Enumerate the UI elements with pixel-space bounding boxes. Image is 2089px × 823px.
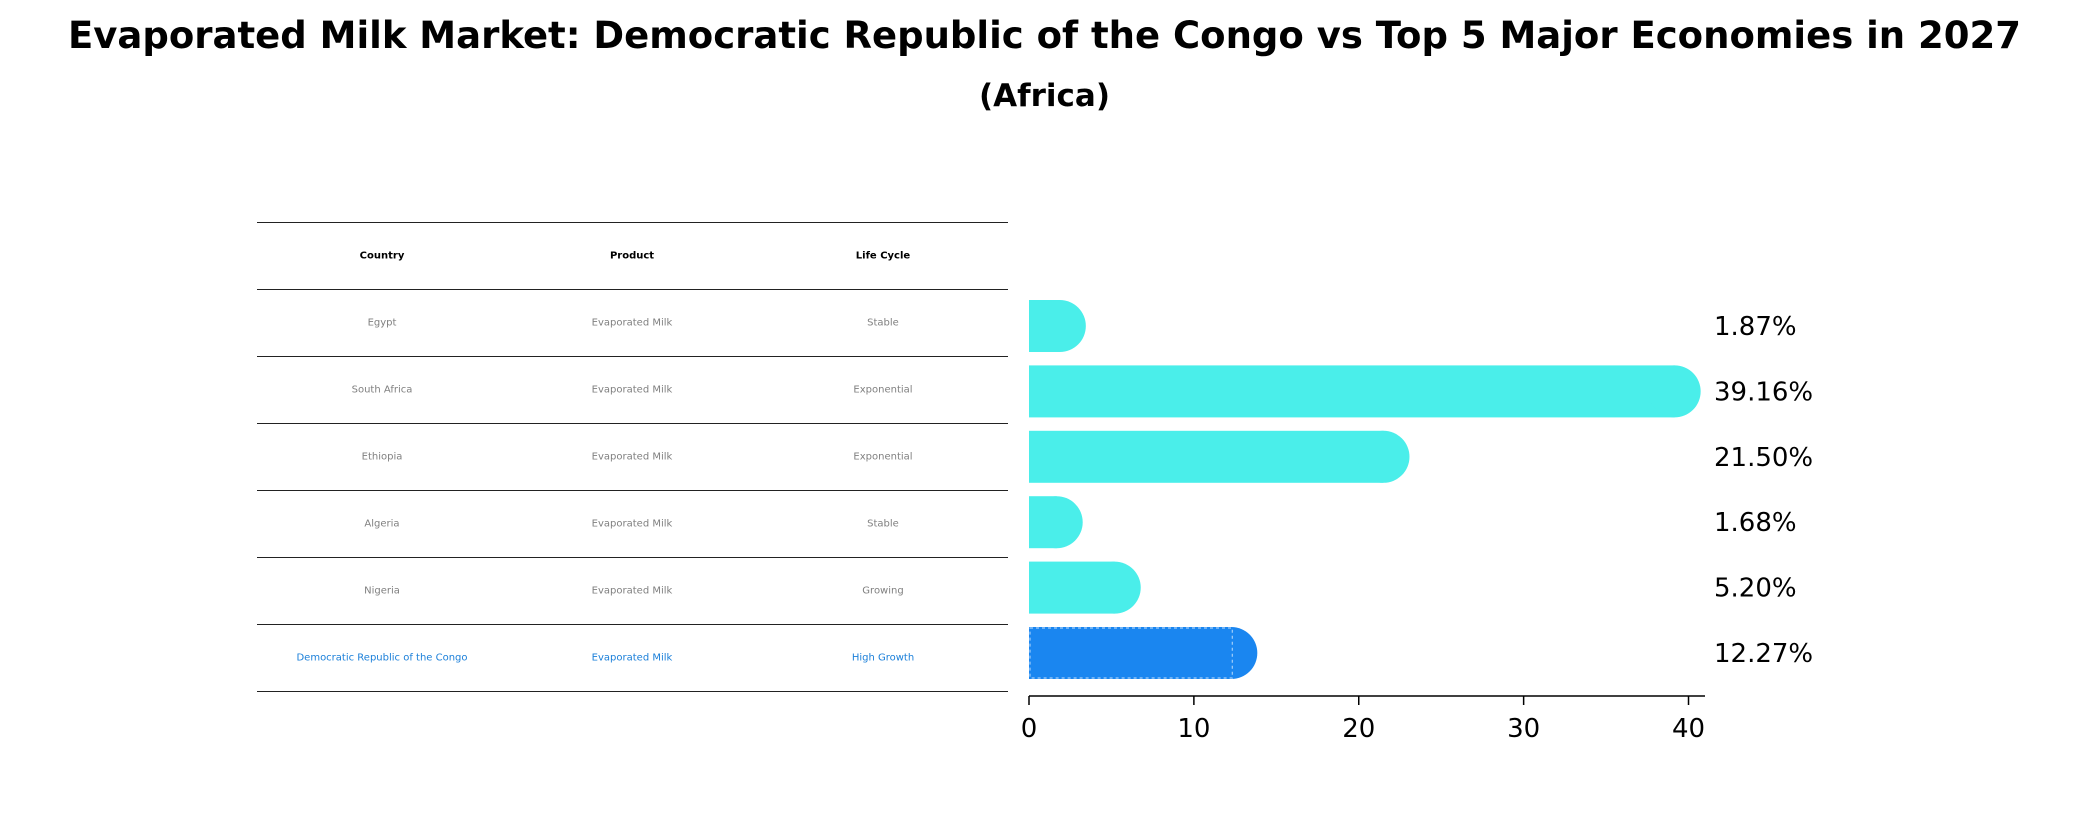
- table-cell: High Growth: [851, 652, 915, 663]
- table-rule: [257, 289, 1008, 290]
- bar-value-label: 5.20%: [1714, 574, 1797, 604]
- x-tick-label: 10: [1177, 714, 1210, 744]
- table-cell: Exponential: [853, 384, 913, 395]
- bar-value-label: 12.27%: [1714, 639, 1813, 669]
- bar-value-label: 1.87%: [1714, 312, 1797, 342]
- table-cell: Evaporated Milk: [591, 451, 673, 462]
- bar-value-label: 39.16%: [1714, 377, 1813, 407]
- table-rule: [257, 222, 1008, 223]
- table-cell: Evaporated Milk: [591, 317, 673, 328]
- table-rule: [257, 557, 1008, 558]
- table-rule: [257, 624, 1008, 625]
- table-cell: Nigeria: [364, 585, 400, 596]
- x-tick-label: 20: [1342, 714, 1375, 744]
- table-cell: Evaporated Milk: [591, 518, 673, 529]
- table-cell: Stable: [867, 518, 899, 529]
- table-cell: Egypt: [367, 317, 397, 328]
- table-cell: Stable: [867, 317, 899, 328]
- bar: [1029, 627, 1232, 679]
- table-cell: Growing: [862, 585, 904, 596]
- table-rule: [257, 423, 1008, 424]
- table-cell: Evaporated Milk: [591, 585, 673, 596]
- bar-value-label: 21.50%: [1714, 443, 1813, 473]
- table-header-cell: Product: [609, 250, 655, 261]
- table-cell: Ethiopia: [361, 451, 403, 462]
- bar: [1029, 365, 1675, 418]
- chart-title: Evaporated Milk Market: Democratic Repub…: [68, 14, 2021, 57]
- table-cell: Exponential: [853, 451, 913, 462]
- bar-cap: [1357, 430, 1410, 483]
- x-tick-label: 40: [1672, 714, 1705, 744]
- chart-subtitle: (Africa): [978, 78, 1111, 114]
- bar-cap: [1205, 627, 1258, 679]
- table-rule: [257, 490, 1008, 491]
- bar-cap: [1030, 496, 1083, 549]
- table-header-cell: Country: [359, 250, 405, 261]
- x-tick-label: 0: [1021, 714, 1038, 744]
- table-header-cell: Life Cycle: [855, 250, 911, 261]
- table-cell: South Africa: [351, 384, 413, 395]
- table-rule: [257, 356, 1008, 357]
- table-cell: Evaporated Milk: [591, 652, 673, 663]
- table-rule: [257, 691, 1008, 692]
- bar-value-label: 1.68%: [1714, 508, 1797, 538]
- table-cell: Democratic Republic of the Congo: [296, 652, 468, 663]
- bar: [1029, 430, 1384, 483]
- bar-cap: [1033, 300, 1086, 352]
- bar-cap: [1088, 561, 1141, 614]
- table-cell: Algeria: [364, 518, 400, 529]
- x-tick-label: 30: [1507, 714, 1540, 744]
- bar-cap: [1648, 365, 1701, 418]
- table-cell: Evaporated Milk: [591, 384, 673, 395]
